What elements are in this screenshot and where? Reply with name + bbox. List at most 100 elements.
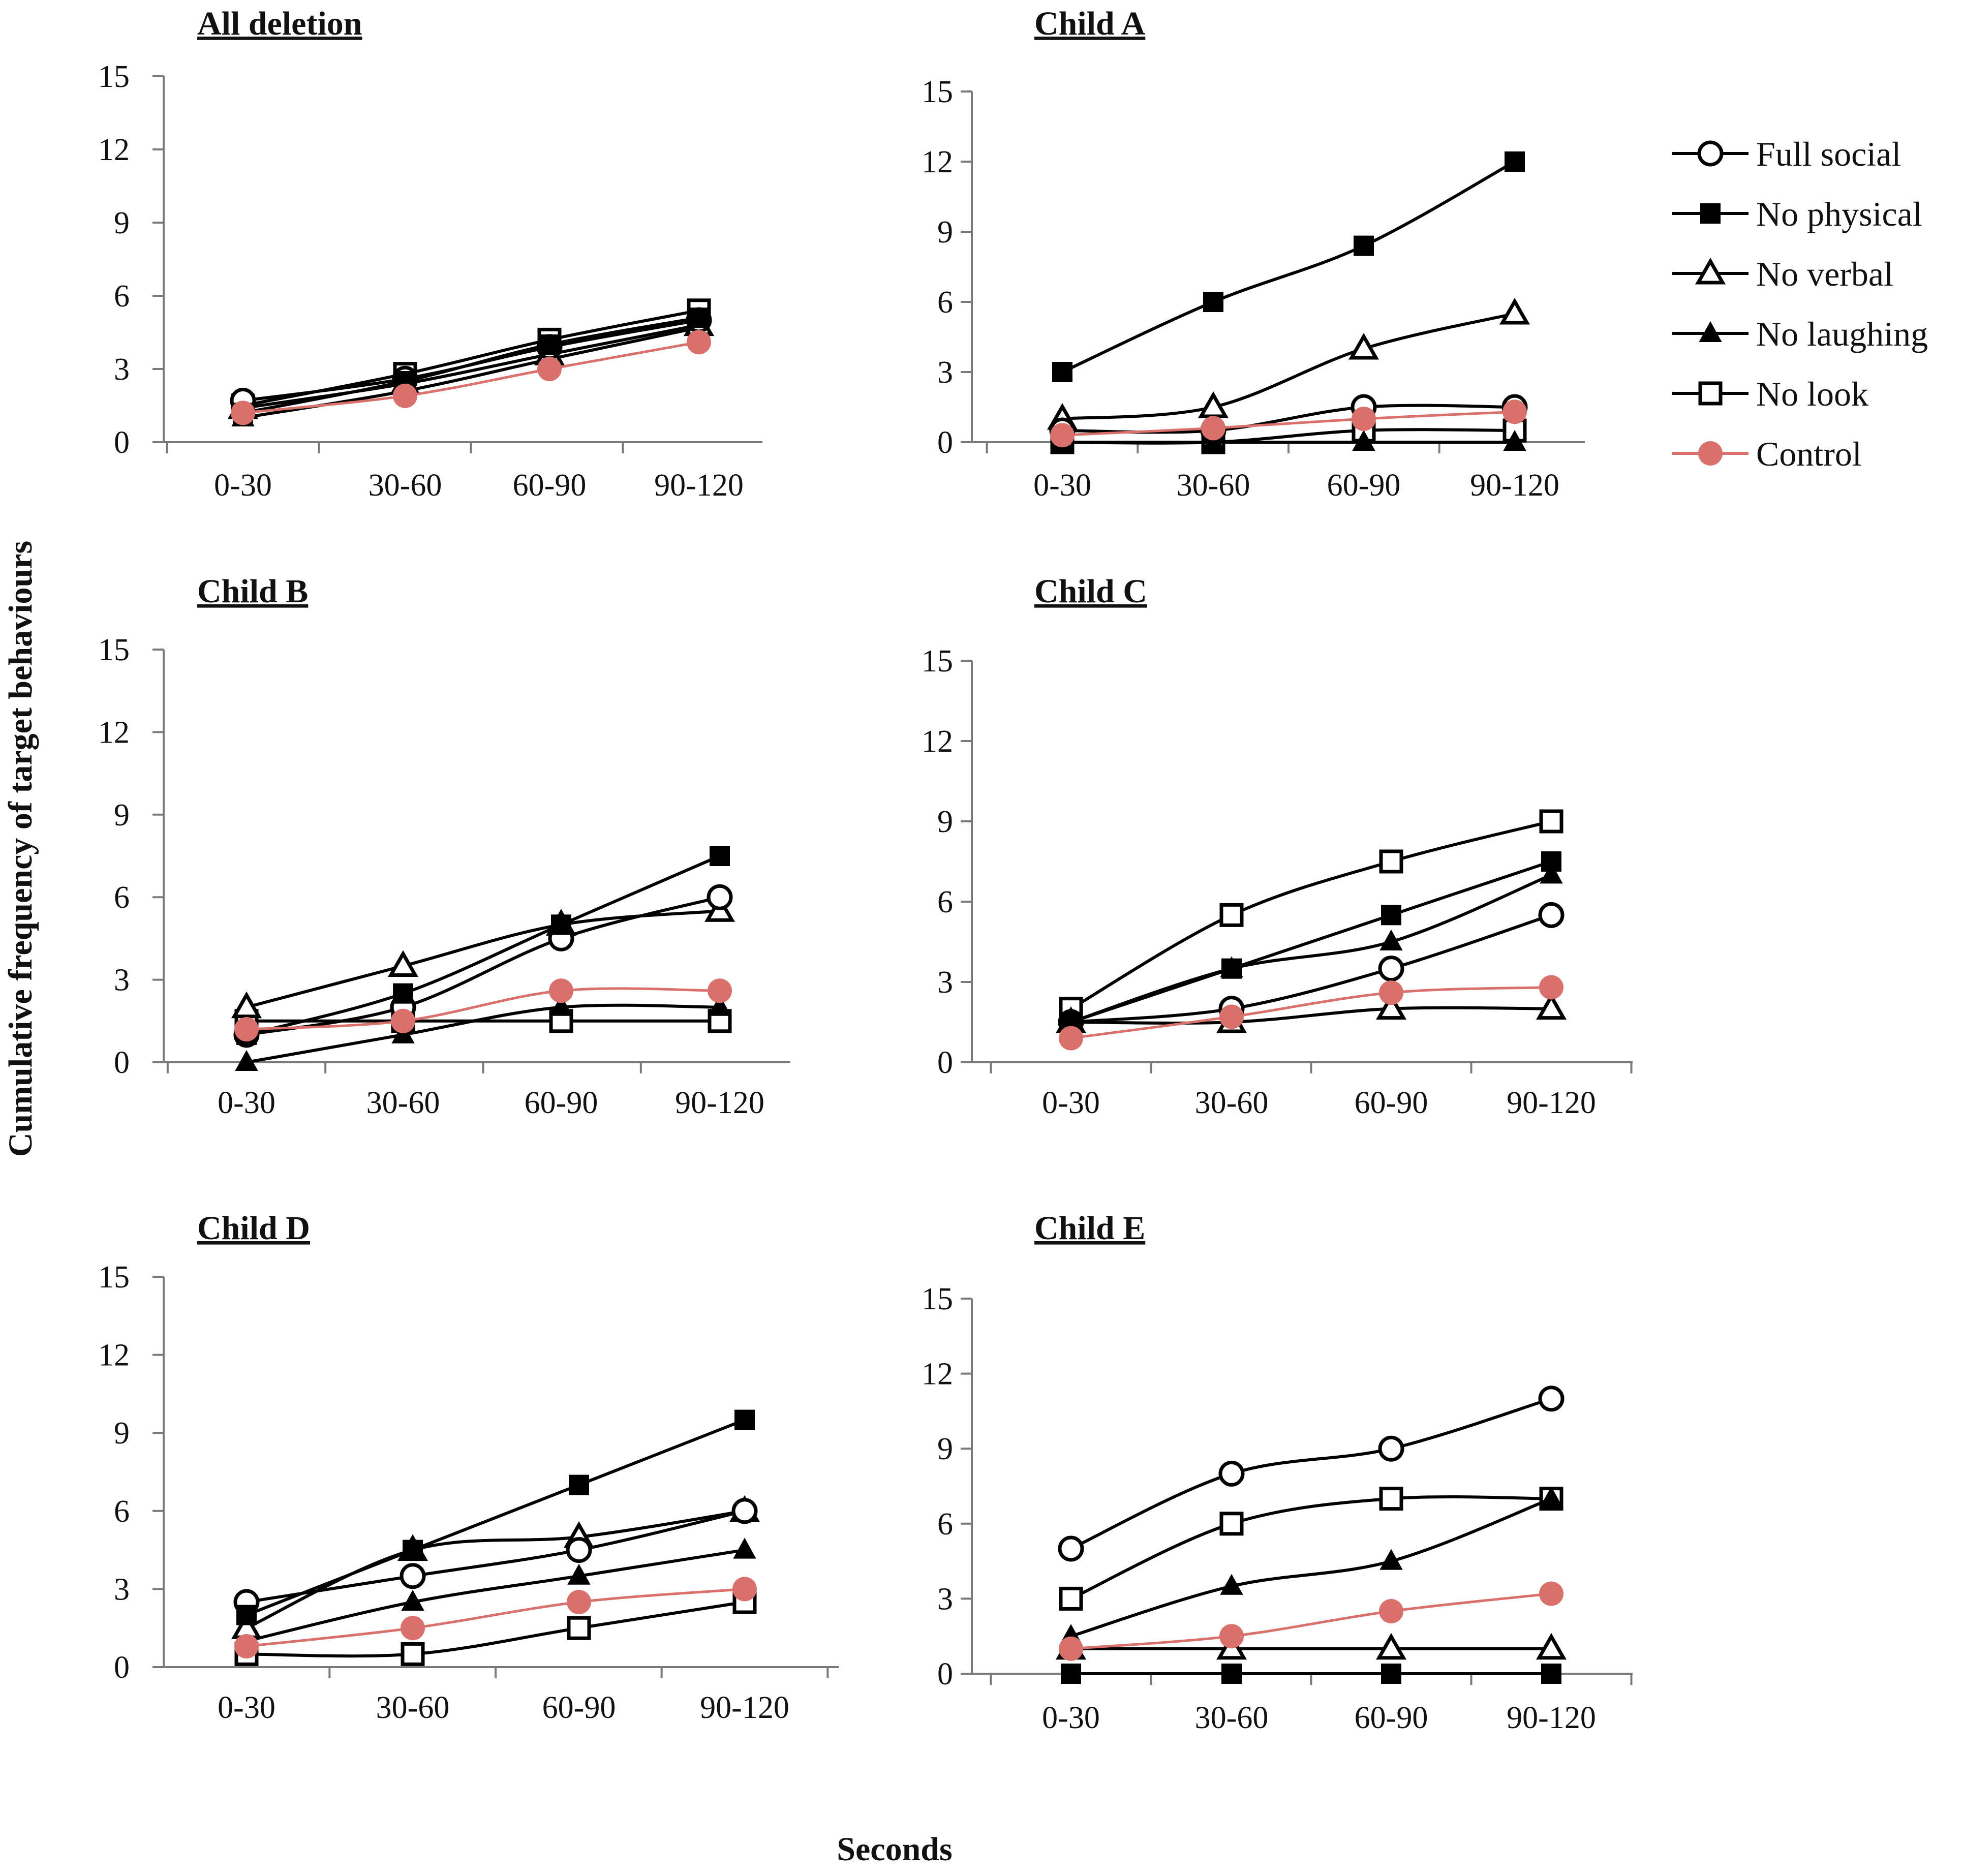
x-tick-label: 90-120 <box>1507 1701 1596 1735</box>
point-control <box>1539 975 1563 1000</box>
legend-label: Full social <box>1756 135 1901 173</box>
x-tick-label: 0-30 <box>1042 1086 1100 1120</box>
y-tick-label: 15 <box>922 75 953 109</box>
series-line-no-look <box>1070 1495 1552 1601</box>
point-no-verbal <box>1348 332 1379 360</box>
y-tick-label: 6 <box>937 1507 953 1542</box>
point-control <box>1379 980 1403 1005</box>
y-tick-label: 0 <box>114 1650 130 1685</box>
point-full-social <box>731 1498 758 1524</box>
series-line-no-physical <box>246 1418 746 1617</box>
panel-title: All deletion <box>197 5 362 42</box>
point-no-verbal <box>1375 1633 1407 1660</box>
point-full-social <box>1378 1435 1404 1462</box>
point-no-physical <box>1221 1664 1242 1684</box>
point-no-laughing <box>1379 1549 1403 1570</box>
series-line-no-verbal <box>1070 1006 1552 1025</box>
series-line-control <box>246 987 720 1031</box>
panel-child-c: Child C 0 3 6 9 12 15 0-30 30-60 60-90 90-120 <box>922 573 1633 1120</box>
point-no-laughing <box>1220 1574 1243 1595</box>
y-tick-label: 0 <box>114 1045 130 1080</box>
chart-panels: All deletion 0 3 6 9 12 15 0-30 30-60 60-90 90-120… <box>98 5 1633 1735</box>
point-full-social <box>400 1563 426 1589</box>
y-tick-label: 3 <box>937 355 953 390</box>
y-tick-label: 9 <box>114 1416 130 1451</box>
x-tick-label: 90-120 <box>700 1690 789 1725</box>
legend-item-control: Control <box>1672 435 1862 473</box>
point-no-physical <box>1354 235 1374 256</box>
series-control <box>234 1577 757 1659</box>
point-no-physical <box>1052 362 1072 382</box>
legend-item-full-social: Full social <box>1672 135 1901 173</box>
point-no-physical <box>734 1409 755 1430</box>
y-tick-label: 12 <box>922 145 953 179</box>
x-tick-label: 90-120 <box>1470 468 1559 503</box>
y-tick-label: 3 <box>114 352 130 387</box>
x-tick-label: 0-30 <box>218 1690 275 1725</box>
panel-all-deletion: All deletion 0 3 6 9 12 15 0-30 30-60 60-90 90-120 <box>98 5 762 503</box>
legend-item-no-verbal: No verbal <box>1672 255 1893 293</box>
y-tick-label: 9 <box>114 798 130 833</box>
series-no-verbal <box>1047 297 1530 430</box>
series-full-social <box>1058 1386 1565 1562</box>
point-no-physical <box>539 334 560 355</box>
y-tick-label: 6 <box>937 885 953 919</box>
point-control <box>1379 1599 1403 1623</box>
panel-title: Child A <box>1034 5 1146 42</box>
point-control <box>537 357 562 381</box>
y-tick-label: 6 <box>114 1494 130 1529</box>
panel-child-a: Child A 0 3 6 9 12 15 0-30 30-60 60-90 90-120 <box>922 5 1585 503</box>
point-full-social <box>1058 1535 1084 1562</box>
x-tick-label: 30-60 <box>369 468 442 503</box>
legend-label: No verbal <box>1756 255 1893 293</box>
point-no-verbal <box>231 991 262 1019</box>
point-no-look <box>1219 903 1244 927</box>
series-line-no-look <box>1070 820 1552 1010</box>
x-tick-label: 60-90 <box>513 468 587 503</box>
legend-label: No laughing <box>1756 315 1928 353</box>
series-no-verbal <box>1055 1633 1567 1660</box>
y-tick-label: 3 <box>937 965 953 1000</box>
legend-marker-full-social <box>1697 140 1724 167</box>
point-no-physical <box>1541 1664 1561 1684</box>
x-tick-label: 60-90 <box>1355 1701 1428 1735</box>
legend-label: No look <box>1756 375 1868 413</box>
x-tick-label: 90-120 <box>1507 1086 1596 1120</box>
series-line-control <box>1062 410 1515 437</box>
series-control <box>1059 1581 1563 1661</box>
point-no-physical <box>1061 1664 1081 1684</box>
point-full-social <box>1218 1460 1245 1487</box>
point-control <box>1352 407 1376 431</box>
point-no-look <box>1059 1586 1083 1611</box>
point-no-physical <box>1381 905 1401 926</box>
panel-title: Child E <box>1034 1210 1145 1247</box>
point-no-verbal <box>387 950 419 977</box>
point-no-look <box>567 1616 591 1640</box>
x-axis-label: Seconds <box>837 1831 952 1868</box>
series-no-verbal <box>231 1495 760 1639</box>
series-line-full-social <box>246 1509 745 1604</box>
panel-child-b: Child B 0 3 6 9 12 15 0-30 30-60 60-90 90-120 <box>98 573 790 1120</box>
series-line-no-physical <box>246 854 721 1036</box>
x-tick-label: 30-60 <box>1195 1701 1269 1735</box>
point-no-laughing <box>391 1022 415 1043</box>
series-line-full-social <box>246 896 720 1036</box>
series-line-no-laughing <box>246 1003 720 1064</box>
point-no-physical <box>236 1605 257 1625</box>
point-no-look <box>1219 1512 1244 1536</box>
series-line-full-social <box>1070 913 1552 1024</box>
point-control <box>1502 399 1527 424</box>
y-tick-label: 15 <box>98 1260 130 1295</box>
legend-item-no-look: No look <box>1672 375 1868 413</box>
panel-child-d: Child D 0 3 6 9 12 15 0-30 30-60 60-90 90-120 <box>98 1210 839 1725</box>
y-tick-label: 6 <box>937 285 953 320</box>
point-no-physical <box>1505 151 1525 172</box>
series-line-no-verbal <box>246 909 720 1009</box>
series-line-control <box>242 341 699 414</box>
point-control <box>687 330 711 355</box>
y-tick-label: 3 <box>114 963 130 998</box>
series-control <box>1050 399 1527 448</box>
point-no-physical <box>1381 1664 1401 1684</box>
x-tick-label: 30-60 <box>1195 1086 1269 1120</box>
